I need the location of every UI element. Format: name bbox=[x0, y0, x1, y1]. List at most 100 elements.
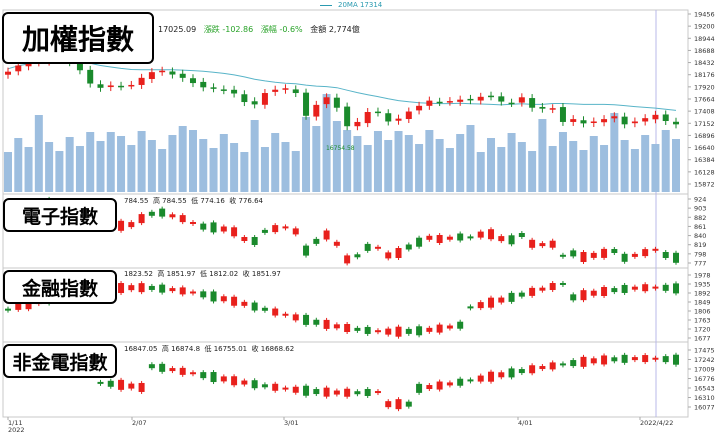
sub-candle bbox=[446, 382, 453, 386]
sub-candle bbox=[220, 296, 227, 302]
ma-legend-line bbox=[320, 4, 332, 6]
y-tick-label: 19456 bbox=[694, 11, 715, 19]
volume-bar bbox=[435, 139, 444, 192]
taiex-candle bbox=[76, 63, 83, 71]
taiex-candle bbox=[292, 89, 299, 94]
y-tick-label: 17408 bbox=[694, 108, 715, 116]
y-tick-label: 1935 bbox=[694, 281, 711, 289]
sub-candle bbox=[272, 225, 279, 233]
taiex-candle bbox=[272, 89, 279, 92]
sub-candle bbox=[179, 215, 186, 223]
volume-bar bbox=[312, 126, 321, 192]
sub-candle bbox=[354, 254, 361, 258]
sub-candle bbox=[436, 235, 443, 243]
sub-candle bbox=[488, 371, 495, 382]
taiex-candle bbox=[652, 114, 659, 120]
electronics-badge: 電子指數 bbox=[3, 198, 117, 232]
taiex-candle bbox=[436, 101, 443, 104]
volume-bar bbox=[219, 134, 228, 192]
sub-candle bbox=[601, 287, 608, 297]
sub-candle bbox=[385, 328, 392, 335]
volume-bar bbox=[363, 145, 372, 192]
taiex-candle bbox=[5, 71, 11, 75]
x-tick-label: 1/11 bbox=[8, 419, 23, 427]
y-tick-label: 16310 bbox=[694, 394, 715, 402]
y-tick-label: 840 bbox=[694, 232, 706, 240]
sub-candle bbox=[220, 376, 227, 382]
sub-candle bbox=[559, 254, 566, 257]
header-close: 17025.09 bbox=[158, 25, 197, 34]
sub-candle bbox=[580, 290, 587, 301]
sub-candle bbox=[498, 372, 505, 378]
sub-candle bbox=[210, 291, 217, 302]
sub-candle bbox=[159, 363, 166, 372]
taiex-candle bbox=[477, 96, 484, 101]
header-amount: 2,774億 bbox=[328, 25, 360, 34]
taiex-candle bbox=[261, 93, 268, 105]
volume-bar bbox=[487, 138, 496, 192]
volume-bar bbox=[672, 139, 680, 192]
ma-legend: 20MA 17314 bbox=[320, 1, 382, 9]
sub-candle bbox=[282, 313, 289, 316]
taiex-candle bbox=[580, 120, 587, 124]
y-tick-label: 16896 bbox=[694, 132, 715, 140]
sub-candle bbox=[374, 391, 381, 394]
sub-candle bbox=[261, 229, 268, 233]
volume-bar bbox=[291, 151, 300, 192]
sub-candle bbox=[189, 291, 196, 294]
volume-bar bbox=[24, 147, 33, 192]
sub-candle bbox=[549, 240, 556, 248]
volume-bar bbox=[651, 144, 660, 192]
sub-candle bbox=[508, 235, 515, 245]
volume-bar bbox=[168, 135, 177, 192]
sub-candle bbox=[518, 292, 525, 297]
volume-bar bbox=[343, 130, 352, 192]
sub-candle bbox=[395, 399, 402, 410]
sub-candle bbox=[570, 250, 577, 257]
sub-candle bbox=[251, 380, 258, 389]
sub-candle bbox=[364, 326, 371, 334]
volume-bar bbox=[14, 138, 23, 192]
volume-bar bbox=[117, 136, 126, 192]
taiex-candle bbox=[631, 121, 638, 124]
header-amount-label: 金額 bbox=[310, 25, 327, 34]
y-tick-label: 16077 bbox=[694, 404, 715, 412]
sub-candle bbox=[374, 246, 381, 249]
sub-candle bbox=[282, 226, 289, 229]
sub-candle bbox=[488, 229, 495, 240]
sub-candle bbox=[169, 368, 176, 372]
taiex-candle bbox=[97, 84, 104, 88]
y-tick-label: 1806 bbox=[694, 308, 711, 316]
volume-bar bbox=[384, 140, 393, 192]
sub-candle bbox=[446, 325, 453, 329]
taiex-candle bbox=[559, 107, 566, 122]
taiex-candle bbox=[621, 116, 628, 125]
sub-candle bbox=[559, 363, 566, 366]
sub-candle bbox=[673, 283, 679, 294]
taiex-candle bbox=[179, 73, 186, 78]
taiex-candle bbox=[662, 114, 669, 122]
taiex-candle bbox=[200, 81, 207, 88]
x-tick-year: 2022 bbox=[8, 426, 25, 433]
y-tick-label: 924 bbox=[694, 196, 706, 204]
sub-candle bbox=[590, 358, 597, 364]
sub-candle bbox=[333, 390, 340, 395]
volume-bar bbox=[558, 132, 567, 192]
sub-candle bbox=[344, 255, 351, 264]
sub-candle bbox=[518, 233, 525, 237]
volume-bar bbox=[497, 147, 506, 192]
sub-candle bbox=[5, 308, 11, 311]
y-tick-label: 777 bbox=[694, 260, 706, 268]
sub-candle bbox=[364, 388, 371, 396]
sub-candle bbox=[621, 284, 628, 293]
sub-candle bbox=[570, 294, 577, 301]
sub-candle bbox=[467, 379, 474, 382]
sub-candle bbox=[272, 383, 279, 391]
sub1-info: 784.55 高 784.55 低 774.16 收 776.64 bbox=[124, 197, 263, 205]
sub-candle bbox=[303, 385, 310, 396]
y-tick-label: 1677 bbox=[694, 335, 711, 343]
y-tick-label: 903 bbox=[694, 205, 706, 213]
taiex-candle bbox=[529, 98, 536, 108]
sub-candle bbox=[621, 253, 628, 262]
sub-candle bbox=[25, 299, 32, 310]
